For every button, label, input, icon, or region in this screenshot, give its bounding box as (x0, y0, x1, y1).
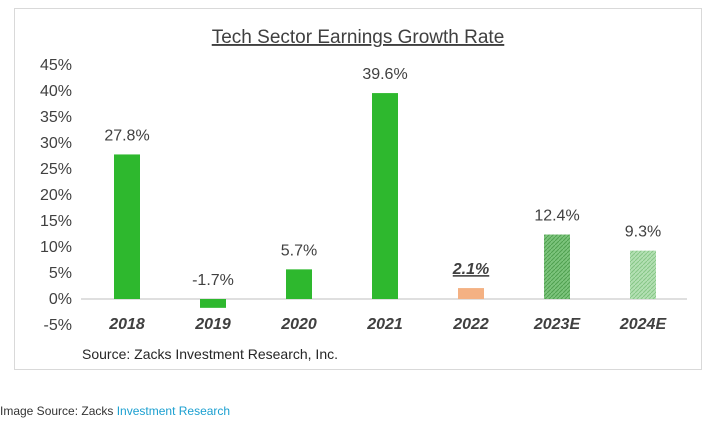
bar-2024e (630, 250, 656, 299)
bar-2022 (458, 288, 484, 299)
chart-title: Tech Sector Earnings Growth Rate (212, 27, 505, 48)
caption-link[interactable]: Investment Research (116, 404, 231, 418)
y-axis: -5% 0% 5% 10% 15% 20% 25% 30% 35% 40% 45% (40, 57, 687, 334)
x-tick-label-2023e: 2023E (533, 316, 582, 333)
source-note: Source: Zacks Investment Research, Inc. (82, 346, 338, 362)
value-label-2022: 2.1% (452, 261, 489, 278)
value-label-2020: 5.7% (281, 242, 317, 259)
bar-2019 (200, 299, 226, 308)
y-tick-label: 30% (40, 135, 72, 152)
value-labels: 27.8% -1.7% 5.7% 39.6% 2.1% 12.4% 9.3% (104, 66, 661, 289)
value-label-2018: 27.8% (104, 127, 149, 144)
x-tick-label-2024e: 2024E (619, 316, 668, 333)
chart-frame: Tech Sector Earnings Growth Rate -5% 0% 5%… (14, 8, 702, 370)
y-tick-label: 35% (40, 109, 72, 126)
caption-prefix: Image Source: Zacks (0, 404, 117, 418)
x-tick-label-2019: 2019 (194, 316, 231, 333)
bar-chart: Tech Sector Earnings Growth Rate -5% 0% 5%… (40, 27, 687, 362)
value-label-2023e: 12.4% (534, 208, 579, 225)
bar-2018 (114, 154, 140, 299)
value-label-2019: -1.7% (192, 272, 234, 289)
bar-2021 (372, 93, 398, 299)
image-caption: Image Source: Zacks Investment Research (0, 404, 230, 418)
y-tick-label: 10% (40, 239, 72, 256)
y-tick-label: 25% (40, 161, 72, 178)
bar-2020 (286, 269, 312, 299)
y-tick-label: 40% (40, 83, 72, 100)
x-tick-label-2022: 2022 (452, 316, 489, 333)
value-label-2021: 39.6% (362, 66, 407, 83)
bar-2023e (544, 234, 570, 299)
y-tick-label: 45% (40, 57, 72, 74)
value-label-2024e: 9.3% (625, 224, 661, 241)
x-tick-label-2020: 2020 (280, 316, 317, 333)
x-tick-label-2018: 2018 (108, 316, 145, 333)
y-tick-label: 0% (49, 291, 72, 308)
y-tick-label: 20% (40, 187, 72, 204)
y-tick-label: -5% (44, 317, 72, 334)
x-axis: 2018 2019 2020 2021 2022 2023E 2024E (108, 316, 667, 333)
bars (114, 93, 656, 308)
y-tick-label: 5% (49, 265, 72, 282)
x-tick-label-2021: 2021 (366, 316, 403, 333)
y-tick-label: 15% (40, 213, 72, 230)
